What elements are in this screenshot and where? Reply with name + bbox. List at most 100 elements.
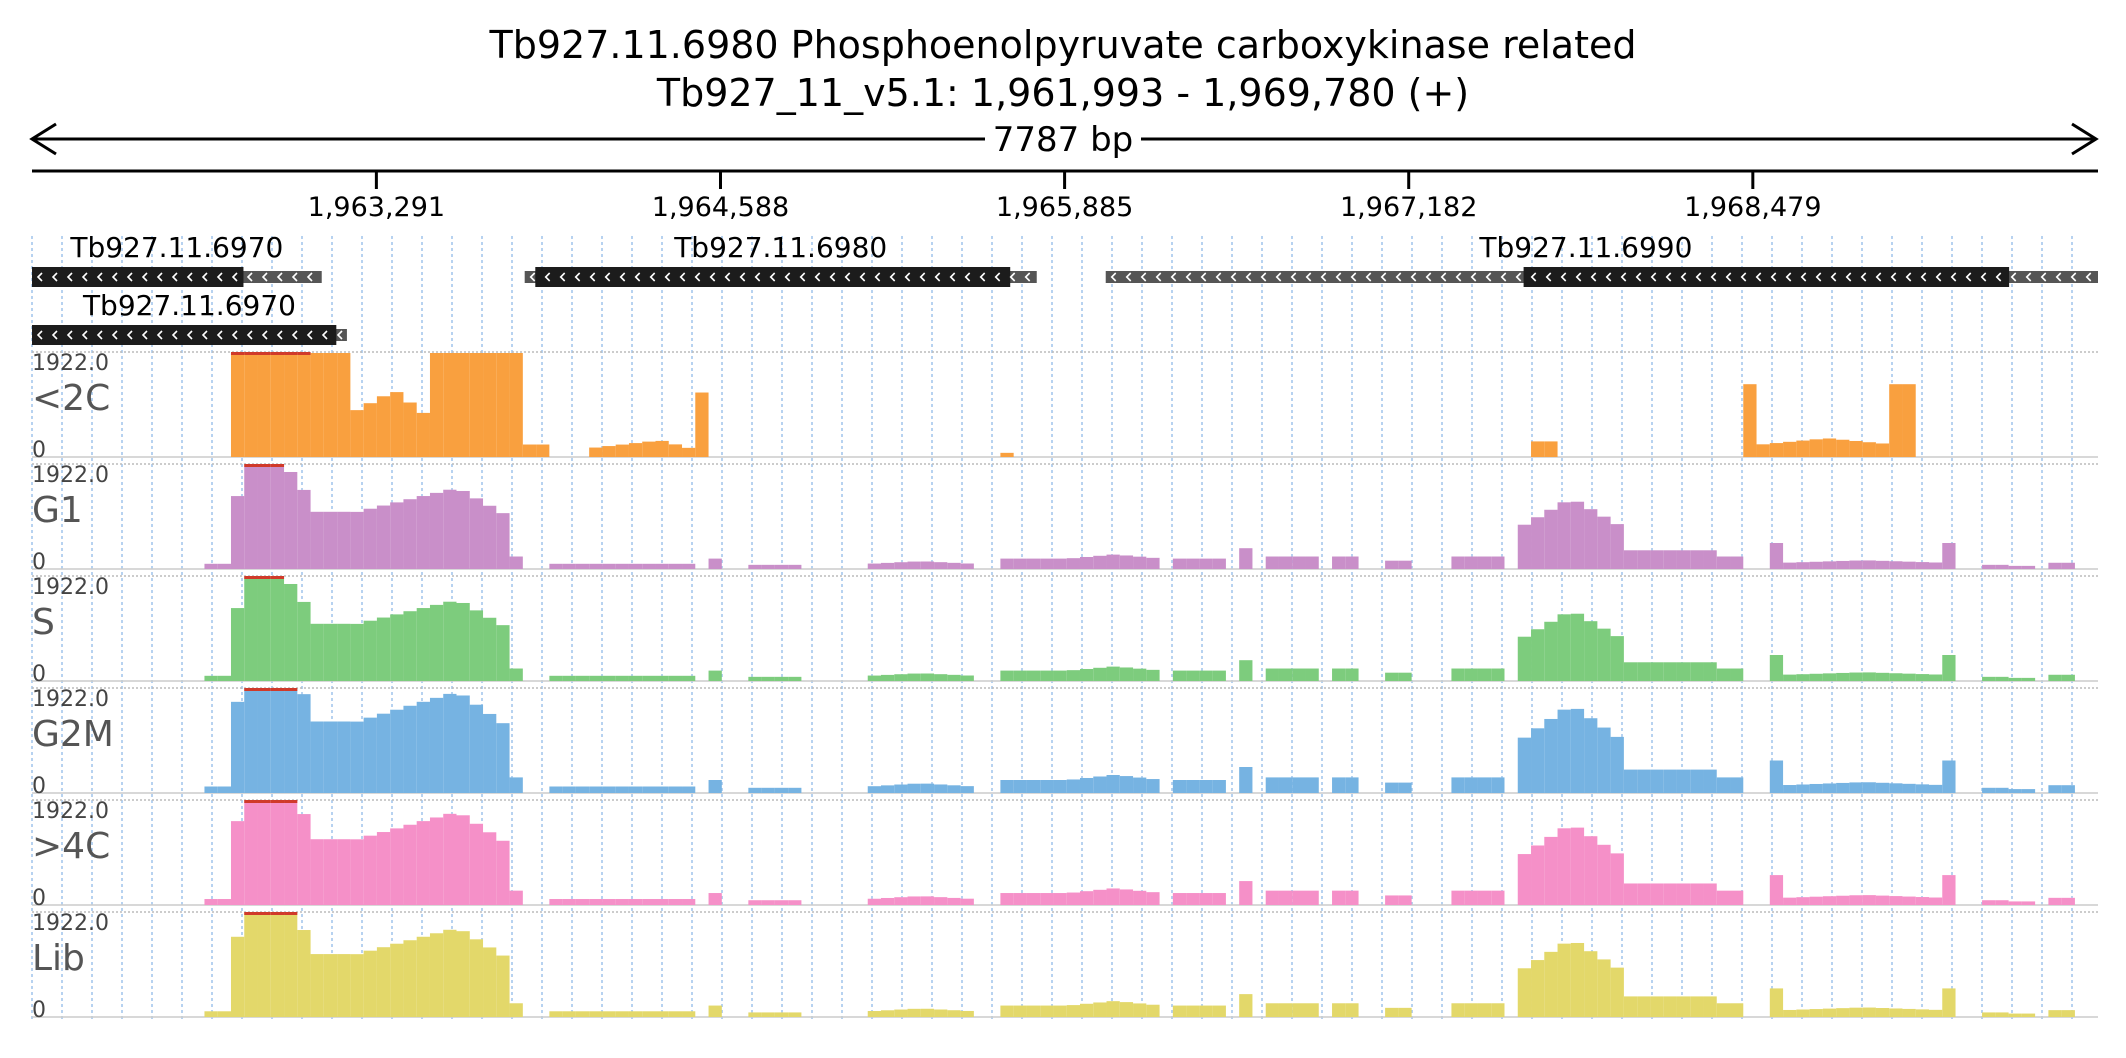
coverage-bar [774,676,789,681]
coverage-bar [960,1010,974,1017]
coverage-bar [881,1010,895,1017]
coverage-bar [655,899,669,905]
coverage-bar [297,814,311,905]
coverage-bar [1716,1003,1731,1017]
coverage-bar [761,787,775,793]
coverage-bar [774,564,789,569]
strand-arrow-icon [1845,272,1852,282]
coverage-bar [1584,621,1598,681]
coverage-bar [1451,1003,1465,1017]
coverage-bar [522,444,537,457]
coverage-bar [416,821,430,905]
coverage-bar [456,815,470,905]
coverage-bar [1703,662,1717,681]
strand-arrow-icon [634,272,641,282]
coverage-bar [1451,777,1465,793]
coverage-bar [920,561,935,569]
strand-arrow-icon [336,330,343,340]
coverage-bar [1106,775,1120,793]
strand-arrow-icon [1680,272,1687,282]
coverage-bar [350,721,364,793]
coverage-bar [1637,662,1651,681]
coverage-bar [1292,1003,1306,1017]
coverage-bar [894,897,908,905]
coverage-bar [1464,777,1478,793]
strand-arrow-icon [1320,272,1327,282]
gene-title: Tb927.11.6980 Phosphoenolpyruvate carbox… [489,23,1637,67]
coverage-bar [562,563,576,569]
coverage-bar [2061,562,2075,569]
coverage-bar [1172,1005,1187,1017]
coverage-bar [575,563,590,569]
coverage-bar [708,558,722,569]
coverage-bar [2061,1010,2075,1017]
grid-lines [31,236,2073,1022]
strand-arrow-icon [66,272,73,282]
coverage-bar [1650,883,1664,905]
coverage-bar [748,900,762,905]
coverage-bar [230,353,245,457]
strand-arrow-icon [126,272,133,282]
strand-arrow-icon [51,330,58,340]
coverage-bar [774,900,789,905]
strand-arrow-icon [1515,272,1522,282]
coverage-bar [1822,783,1837,793]
ruler-tick-label: 1,965,885 [996,192,1133,223]
coverage-bar [1928,674,1943,681]
strand-arrow-icon [1125,272,1132,282]
strand-arrow-icon [694,272,701,282]
strand-arrow-icon [96,272,103,282]
coverage-bar [257,577,271,681]
coverage-bar [337,623,351,681]
coverage-bar [509,353,523,457]
clip-marker [270,800,285,803]
coverage-bar [1000,893,1014,905]
strand-arrow-icon [141,272,148,282]
coverage-bar [1053,893,1067,905]
coverage-bar [602,563,616,569]
coverage-bar [1889,384,1903,457]
coverage-bar [403,611,417,681]
coverage-bar [1995,1012,2009,1017]
gene-track: Tb927.11.6970 Tb927.11.6970 Tb927.11.6980 T… [32,231,2098,345]
strand-arrow-icon [619,272,626,282]
coverage-bar [1942,760,1956,793]
coverage-bar [310,721,324,793]
coverage-bar [1385,1007,1399,1017]
coverage-bar [1305,556,1319,569]
coverage-bar [562,1011,576,1017]
coverage-bar [1769,655,1784,681]
strand-arrow-icon [1800,272,1807,282]
coverage-bar [337,954,351,1017]
coverage-bar [483,617,497,681]
coverage-bar [456,353,470,457]
coverage-bar [1902,561,1916,569]
ruler-tick-label: 1,963,291 [308,192,445,223]
strand-arrow-icon [1695,272,1702,282]
coverage-bar [708,670,722,681]
strand-arrow-icon [141,330,148,340]
coverage-bar [1822,438,1837,457]
coverage-bar [907,783,921,793]
clip-marker [270,576,285,579]
coverage-bar [1623,662,1638,681]
coverage-bar [244,913,258,1017]
coverage-bar [270,689,285,793]
coverage-bar [761,1012,775,1017]
coverage-bar [549,786,563,793]
coverage-bar [429,697,444,793]
strand-arrow-icon [1380,272,1387,282]
coverage-bar [1663,550,1677,569]
coverage-bar [429,492,444,569]
strand-arrow-icon [1305,272,1312,282]
coverage-bar [217,899,231,905]
coverage-bar [1398,672,1412,681]
coverage-bar [284,913,298,1017]
coverage-bar [204,786,218,793]
coverage-bar [244,689,258,793]
coverage-bar [323,954,338,1017]
coverage-tracks: 1922.00<2C1922.00G11922.00S1922.00G2M192… [32,351,2098,1023]
coverage-bar [1199,558,1213,569]
coverage-bar [1690,662,1704,681]
coverage-bar [1597,727,1611,793]
